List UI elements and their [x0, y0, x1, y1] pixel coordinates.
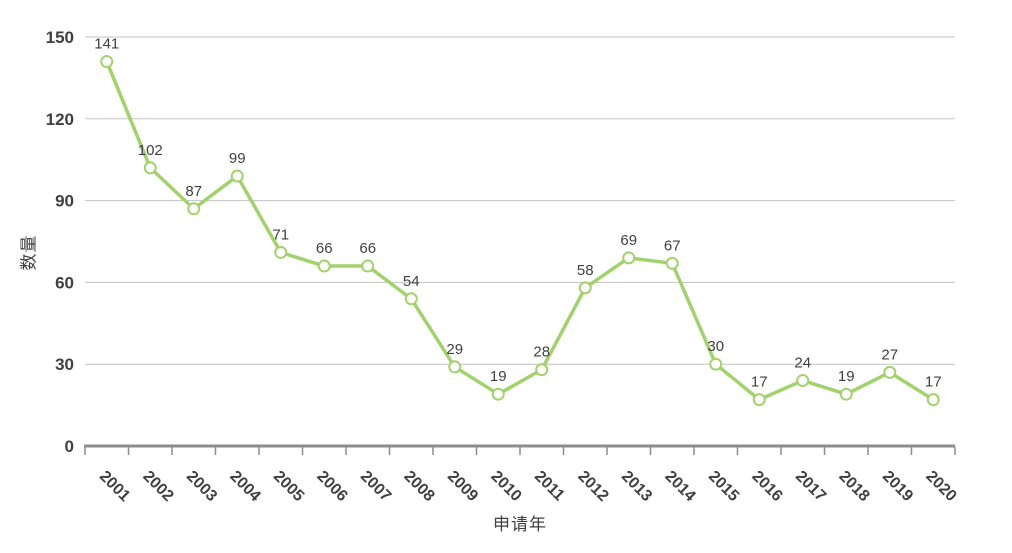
x-tick-label: 2006 [313, 468, 350, 505]
x-tick-label: 2012 [574, 468, 611, 505]
x-tick-label: 2018 [835, 468, 872, 505]
x-tick-label: 2007 [357, 468, 394, 505]
data-point-marker [926, 393, 940, 407]
data-point-label: 58 [577, 262, 594, 279]
y-tick-label: 0 [65, 437, 74, 456]
data-point-marker [535, 363, 549, 377]
y-tick-label: 120 [46, 110, 74, 129]
data-point-label: 30 [707, 338, 724, 355]
data-point-marker [622, 251, 636, 265]
data-point-marker [709, 357, 723, 371]
x-tick-label: 2001 [96, 468, 133, 505]
data-line [105, 59, 935, 402]
y-axis-title: 数量 [19, 234, 39, 271]
data-point-marker [361, 259, 375, 273]
x-tick-label: 2015 [705, 468, 742, 505]
x-tick-label: 2002 [139, 468, 176, 505]
y-tick-label: 90 [55, 192, 74, 211]
x-tick-label: 2014 [661, 468, 698, 505]
x-tick-label: 2008 [400, 468, 437, 505]
data-point-marker [100, 55, 114, 69]
data-point-marker [404, 292, 418, 306]
data-point-label: 69 [620, 232, 637, 249]
x-tick-label: 2004 [226, 468, 263, 505]
x-tick-label: 2010 [487, 468, 524, 505]
data-point-label: 29 [446, 341, 463, 358]
x-tick-label: 2011 [531, 468, 568, 505]
data-point-label: 27 [881, 346, 898, 363]
data-point-label: 17 [751, 374, 768, 391]
data-point-marker [274, 245, 288, 259]
data-point-marker [752, 393, 766, 407]
data-point-marker [317, 259, 331, 273]
data-point-label: 141 [94, 36, 119, 53]
data-point-label: 87 [185, 183, 202, 200]
data-point-label: 28 [533, 344, 550, 361]
data-point-label: 66 [316, 240, 333, 257]
data-point-label: 19 [490, 368, 507, 385]
x-tick-label: 2017 [792, 468, 829, 505]
y-tick-label: 150 [46, 28, 74, 47]
data-point-label: 17 [925, 374, 942, 391]
data-point-marker [491, 387, 505, 401]
data-point-label: 67 [664, 237, 681, 254]
y-tick-label: 60 [55, 273, 74, 292]
data-point-label: 102 [138, 142, 163, 159]
data-point-marker [796, 374, 810, 388]
data-point-marker [578, 281, 592, 295]
data-point-marker [448, 360, 462, 374]
x-tick-label: 2003 [183, 468, 220, 505]
x-tick-label: 2020 [922, 468, 959, 505]
x-tick-label: 2019 [879, 468, 916, 505]
x-axis-title: 申请年 [493, 515, 547, 534]
data-point-marker [665, 256, 679, 270]
data-point-label: 66 [359, 240, 376, 257]
x-tick-label: 2013 [618, 468, 655, 505]
data-point-marker [187, 202, 201, 216]
y-tick-label: 30 [55, 355, 74, 374]
data-point-label: 19 [838, 368, 855, 385]
x-tick-label: 2005 [270, 468, 307, 505]
data-point-label: 24 [794, 355, 811, 372]
x-tick-label: 2009 [444, 468, 481, 505]
x-tick-label: 2016 [748, 468, 785, 505]
data-point-marker [883, 365, 897, 379]
data-point-marker [143, 161, 157, 175]
data-point-marker [839, 387, 853, 401]
data-point-label: 54 [403, 273, 420, 290]
data-point-label: 71 [272, 226, 289, 243]
data-point-marker [230, 169, 244, 183]
data-point-label: 99 [229, 150, 246, 167]
